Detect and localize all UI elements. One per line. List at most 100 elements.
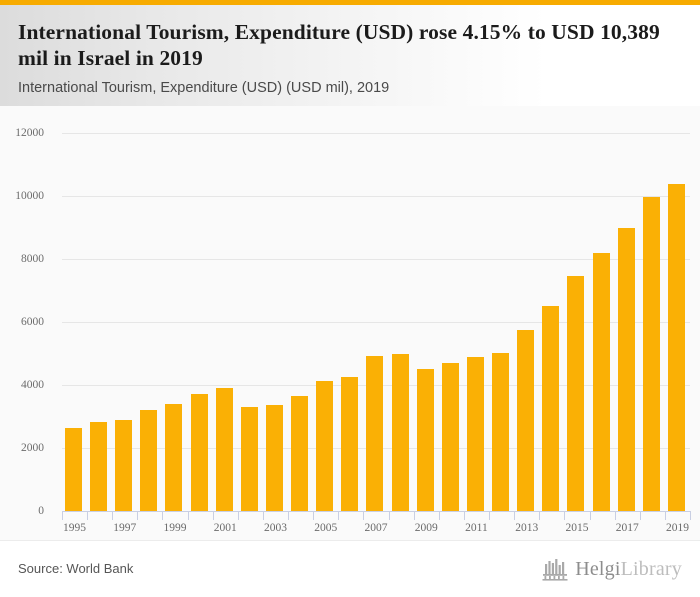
bar-2001[interactable]: [215, 388, 233, 511]
bar-2015[interactable]: [567, 275, 585, 511]
x-axis-tick: [288, 511, 290, 520]
gridline-6000: [62, 322, 690, 323]
x-axis-tick: [112, 511, 114, 520]
bar-2002[interactable]: [240, 406, 258, 511]
bar-2007[interactable]: [366, 356, 384, 511]
x-axis-label-2011: 2011: [465, 522, 488, 534]
y-axis-label-8000: 8000: [21, 253, 44, 265]
bar-slot: [112, 133, 137, 511]
bar-slot: [188, 133, 213, 511]
x-axis-tick: [262, 511, 264, 520]
bars-group: [62, 133, 690, 511]
x-axis-tick: [589, 511, 591, 520]
bar-2006[interactable]: [341, 376, 359, 511]
bar-2009[interactable]: [416, 368, 434, 511]
bar-1995[interactable]: [65, 428, 82, 511]
bar-slot: [439, 133, 464, 511]
bar-2017[interactable]: [617, 227, 635, 511]
x-axis-tick: [489, 511, 491, 520]
bar-2003[interactable]: [265, 405, 283, 511]
bar-2018[interactable]: [642, 196, 660, 511]
x-axis-tick: [639, 511, 641, 520]
x-axis-tick: [212, 511, 214, 520]
bar-2019[interactable]: [667, 183, 685, 511]
bar-2000[interactable]: [190, 393, 208, 511]
x-axis-label-1997: 1997: [113, 522, 137, 534]
bar-slot: [464, 133, 489, 511]
bar-slot: [615, 133, 640, 511]
gridline-0: [62, 511, 690, 512]
x-axis-label-2003: 2003: [264, 522, 288, 534]
logo-library: Library: [620, 557, 682, 580]
page-title: International Tourism, Expenditure (USD)…: [18, 20, 660, 70]
x-axis-label-2009: 2009: [414, 522, 438, 534]
bar-2014[interactable]: [542, 305, 560, 511]
bar-2012[interactable]: [492, 352, 510, 511]
bar-2011[interactable]: [466, 356, 484, 511]
y-axis-label-10000: 10000: [15, 190, 44, 202]
bar-slot: [263, 133, 288, 511]
bar-1999[interactable]: [165, 403, 183, 511]
gridline-8000: [62, 259, 690, 260]
bar-slot: [313, 133, 338, 511]
x-axis-label-2013: 2013: [515, 522, 539, 534]
y-axis-label-12000: 12000: [15, 127, 44, 139]
bar-slot: [162, 133, 187, 511]
x-axis-tick: [463, 511, 465, 520]
bar-slot: [489, 133, 514, 511]
bar-2005[interactable]: [316, 380, 334, 511]
gridline-12000: [62, 133, 690, 134]
bar-slot: [564, 133, 589, 511]
library-bars-icon: [542, 559, 568, 581]
x-axis-tick: [338, 511, 340, 520]
bar-slot: [539, 133, 564, 511]
bar-2016[interactable]: [592, 253, 610, 511]
source-label: Source: World Bank: [18, 561, 134, 576]
x-axis-tick: [363, 511, 365, 520]
plot-area: 0 2000 4000 6000 8000 10000 12000 1995 1997 1999…: [15, 127, 691, 534]
x-axis-tick: [539, 511, 541, 520]
chart-header: International Tourism, Expenditure (USD)…: [0, 5, 700, 106]
bar-2004[interactable]: [291, 396, 309, 511]
page-subtitle: International Tourism, Expenditure (USD)…: [18, 80, 390, 96]
bar-slot: [640, 133, 665, 511]
bar-2008[interactable]: [391, 353, 409, 511]
bar-slot: [137, 133, 162, 511]
bar-2013[interactable]: [517, 330, 535, 511]
bar-1996[interactable]: [90, 422, 108, 511]
chart-footer: Source: World Bank: [0, 540, 700, 597]
x-axis-label-2015: 2015: [565, 522, 589, 534]
x-axis-tick: [388, 511, 390, 520]
bar-slot: [514, 133, 539, 511]
chart-area: 0 2000 4000 6000 8000 10000 12000 1995 1997 1999…: [0, 106, 700, 540]
y-axis-label-6000: 6000: [21, 316, 44, 328]
x-axis-tick: [514, 511, 516, 520]
x-axis-label-2001: 2001: [213, 522, 237, 534]
bar-slot: [238, 133, 263, 511]
y-axis-label-4000: 4000: [21, 379, 44, 391]
bar-slot: [213, 133, 238, 511]
y-axis-label-2000: 2000: [21, 442, 44, 454]
x-axis-tick: [162, 511, 164, 520]
bar-1997[interactable]: [115, 419, 133, 511]
x-axis-tick: [313, 511, 315, 520]
bar-slot: [363, 133, 388, 511]
x-axis-label-2017: 2017: [615, 522, 639, 534]
bar-2010[interactable]: [441, 363, 459, 511]
x-axis-tick: [413, 511, 415, 520]
x-axis-label-2019: 2019: [665, 522, 689, 534]
bar-slot: [590, 133, 615, 511]
x-axis-tick: [664, 511, 666, 520]
x-axis-tick: [614, 511, 616, 520]
bar-slot: [62, 133, 87, 511]
x-axis-tick: [87, 511, 89, 520]
helgi-library-logo[interactable]: HelgiLibrary: [542, 557, 682, 581]
bar-slot: [389, 133, 414, 511]
accent-top-bar: [0, 0, 700, 5]
x-axis-label-2005: 2005: [314, 522, 338, 534]
x-axis-tick: [62, 511, 63, 520]
bar-1998[interactable]: [140, 409, 158, 511]
x-axis-tick: [564, 511, 566, 520]
gridline-10000: [62, 196, 690, 197]
